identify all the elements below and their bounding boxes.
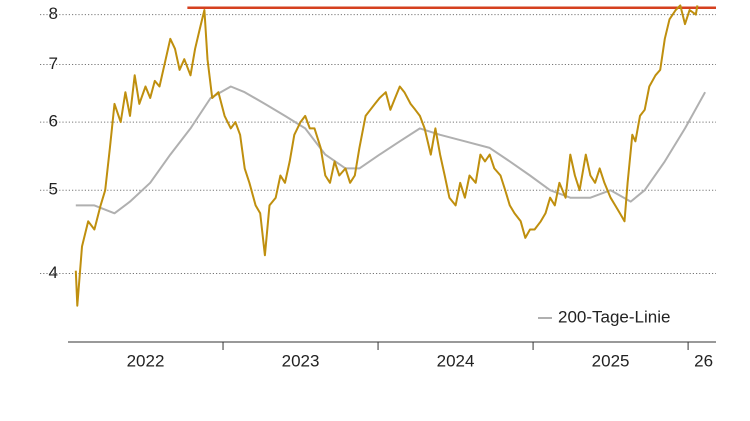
- y-tick-label: 5: [49, 180, 58, 199]
- x-tick-label: 2023: [282, 351, 320, 370]
- y-tick-label: 8: [49, 4, 58, 23]
- x-tick-label: 2025: [592, 351, 630, 370]
- y-tick-label: 4: [49, 263, 58, 282]
- x-tick-label: 2022: [127, 351, 165, 370]
- x-tick-label: 2024: [437, 351, 475, 370]
- x-tick-label: 26: [694, 351, 713, 370]
- legend-label: 200-Tage-Linie: [558, 307, 670, 326]
- series-line: [74, 4, 699, 307]
- y-tick-label: 7: [49, 54, 58, 73]
- series-line: [75, 85, 706, 215]
- y-tick-label: 6: [49, 112, 58, 131]
